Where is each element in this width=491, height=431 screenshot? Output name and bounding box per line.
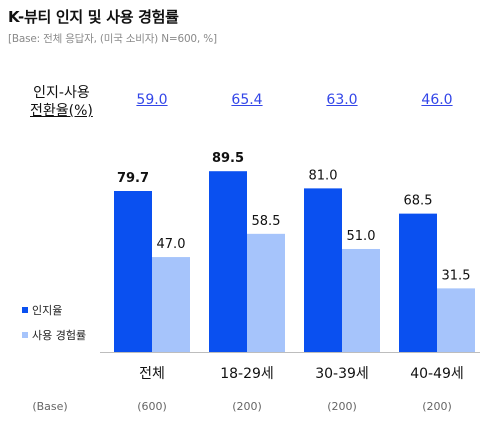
bar-awareness-18-29 <box>209 171 247 352</box>
base-value-18-29: (200) <box>232 400 262 413</box>
conversion-rate-label-line2: 전환율(%) <box>30 103 93 119</box>
chart-subtitle: [Base: 전체 응답자, (미국 소비자) N=600, %] <box>8 33 217 45</box>
data-label-awareness-18-29: 89.5 <box>212 151 244 166</box>
category-label-total: 전체 <box>139 366 165 382</box>
bar-usage-total <box>152 257 190 352</box>
data-label-awareness-total: 79.7 <box>117 171 149 186</box>
base-label: (Base) <box>32 400 68 413</box>
data-label-usage-total: 47.0 <box>157 237 186 252</box>
conversion-value-30-39[interactable]: 63.0 <box>326 92 358 108</box>
bar-usage-18-29 <box>247 233 285 352</box>
bar-usage-30-39 <box>342 248 380 352</box>
conversion-value-18-29[interactable]: 65.4 <box>231 92 263 108</box>
legend-swatch-awareness <box>22 307 28 313</box>
legend-item-usage: 사용 경험률 <box>22 327 86 343</box>
base-value-40-49: (200) <box>422 400 452 413</box>
legend-label-usage: 사용 경험률 <box>32 329 87 342</box>
base-value-30-39: (200) <box>327 400 357 413</box>
bar-awareness-30-39 <box>304 188 342 352</box>
conversion-rate-label-line1: 인지-사용 <box>33 85 90 101</box>
conversion-value-40-49[interactable]: 46.0 <box>421 92 453 108</box>
conversion-rate-label: 인지-사용 전환율(%) <box>30 84 93 120</box>
data-label-awareness-30-39: 81.0 <box>309 168 338 183</box>
legend-swatch-usage <box>22 332 28 338</box>
category-label-30-39: 30-39세 <box>315 366 369 382</box>
legend-label-awareness: 인지율 <box>32 304 63 317</box>
bar-awareness-40-49 <box>399 213 437 352</box>
category-label-40-49: 40-49세 <box>410 366 464 382</box>
data-label-awareness-40-49: 68.5 <box>404 194 433 209</box>
data-label-usage-30-39: 51.0 <box>347 229 376 244</box>
legend-item-awareness: 인지율 <box>22 302 62 318</box>
chart-title: K-뷰티 인지 및 사용 경험률 <box>8 8 179 26</box>
bar-usage-40-49 <box>437 288 475 352</box>
data-label-usage-18-29: 58.5 <box>252 214 281 229</box>
data-label-usage-40-49: 31.5 <box>442 268 471 283</box>
conversion-value-total[interactable]: 59.0 <box>136 92 168 108</box>
bar-awareness-total <box>114 191 152 352</box>
base-value-total: (600) <box>137 400 167 413</box>
category-label-18-29: 18-29세 <box>220 366 274 382</box>
